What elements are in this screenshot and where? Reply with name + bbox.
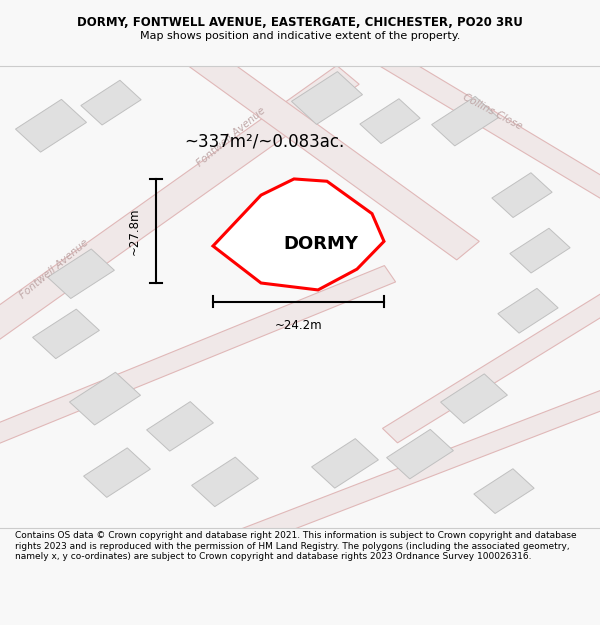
Polygon shape <box>360 99 420 144</box>
Polygon shape <box>492 173 552 218</box>
Polygon shape <box>510 228 570 273</box>
Polygon shape <box>386 429 454 479</box>
Polygon shape <box>213 179 384 290</box>
Polygon shape <box>169 33 479 260</box>
Polygon shape <box>0 266 395 453</box>
Text: Contains OS data © Crown copyright and database right 2021. This information is : Contains OS data © Crown copyright and d… <box>15 531 577 561</box>
Polygon shape <box>16 99 86 152</box>
Polygon shape <box>205 381 600 559</box>
Polygon shape <box>431 96 499 146</box>
Text: Fontwell Avenue: Fontwell Avenue <box>195 106 267 169</box>
Text: ~337m²/~0.083ac.: ~337m²/~0.083ac. <box>184 133 344 151</box>
Polygon shape <box>498 288 558 333</box>
Text: DORMY: DORMY <box>284 234 359 253</box>
Polygon shape <box>292 72 362 124</box>
Polygon shape <box>383 281 600 443</box>
Polygon shape <box>241 204 329 271</box>
Text: ~24.2m: ~24.2m <box>275 319 322 332</box>
Polygon shape <box>32 309 100 359</box>
Polygon shape <box>83 448 151 498</box>
Polygon shape <box>353 35 600 212</box>
Polygon shape <box>191 457 259 507</box>
Polygon shape <box>47 249 115 299</box>
Text: ~27.8m: ~27.8m <box>128 208 141 255</box>
Polygon shape <box>81 80 141 125</box>
Text: Collins Close: Collins Close <box>461 92 523 132</box>
Polygon shape <box>474 469 534 514</box>
Polygon shape <box>70 372 140 425</box>
Text: Fontwell Avenue: Fontwell Avenue <box>18 238 90 301</box>
Text: DORMY, FONTWELL AVENUE, EASTERGATE, CHICHESTER, PO20 3RU: DORMY, FONTWELL AVENUE, EASTERGATE, CHIC… <box>77 16 523 29</box>
Text: Map shows position and indicative extent of the property.: Map shows position and indicative extent… <box>140 31 460 41</box>
Polygon shape <box>146 402 214 451</box>
Polygon shape <box>440 374 508 423</box>
Polygon shape <box>0 66 359 352</box>
Polygon shape <box>311 439 379 488</box>
